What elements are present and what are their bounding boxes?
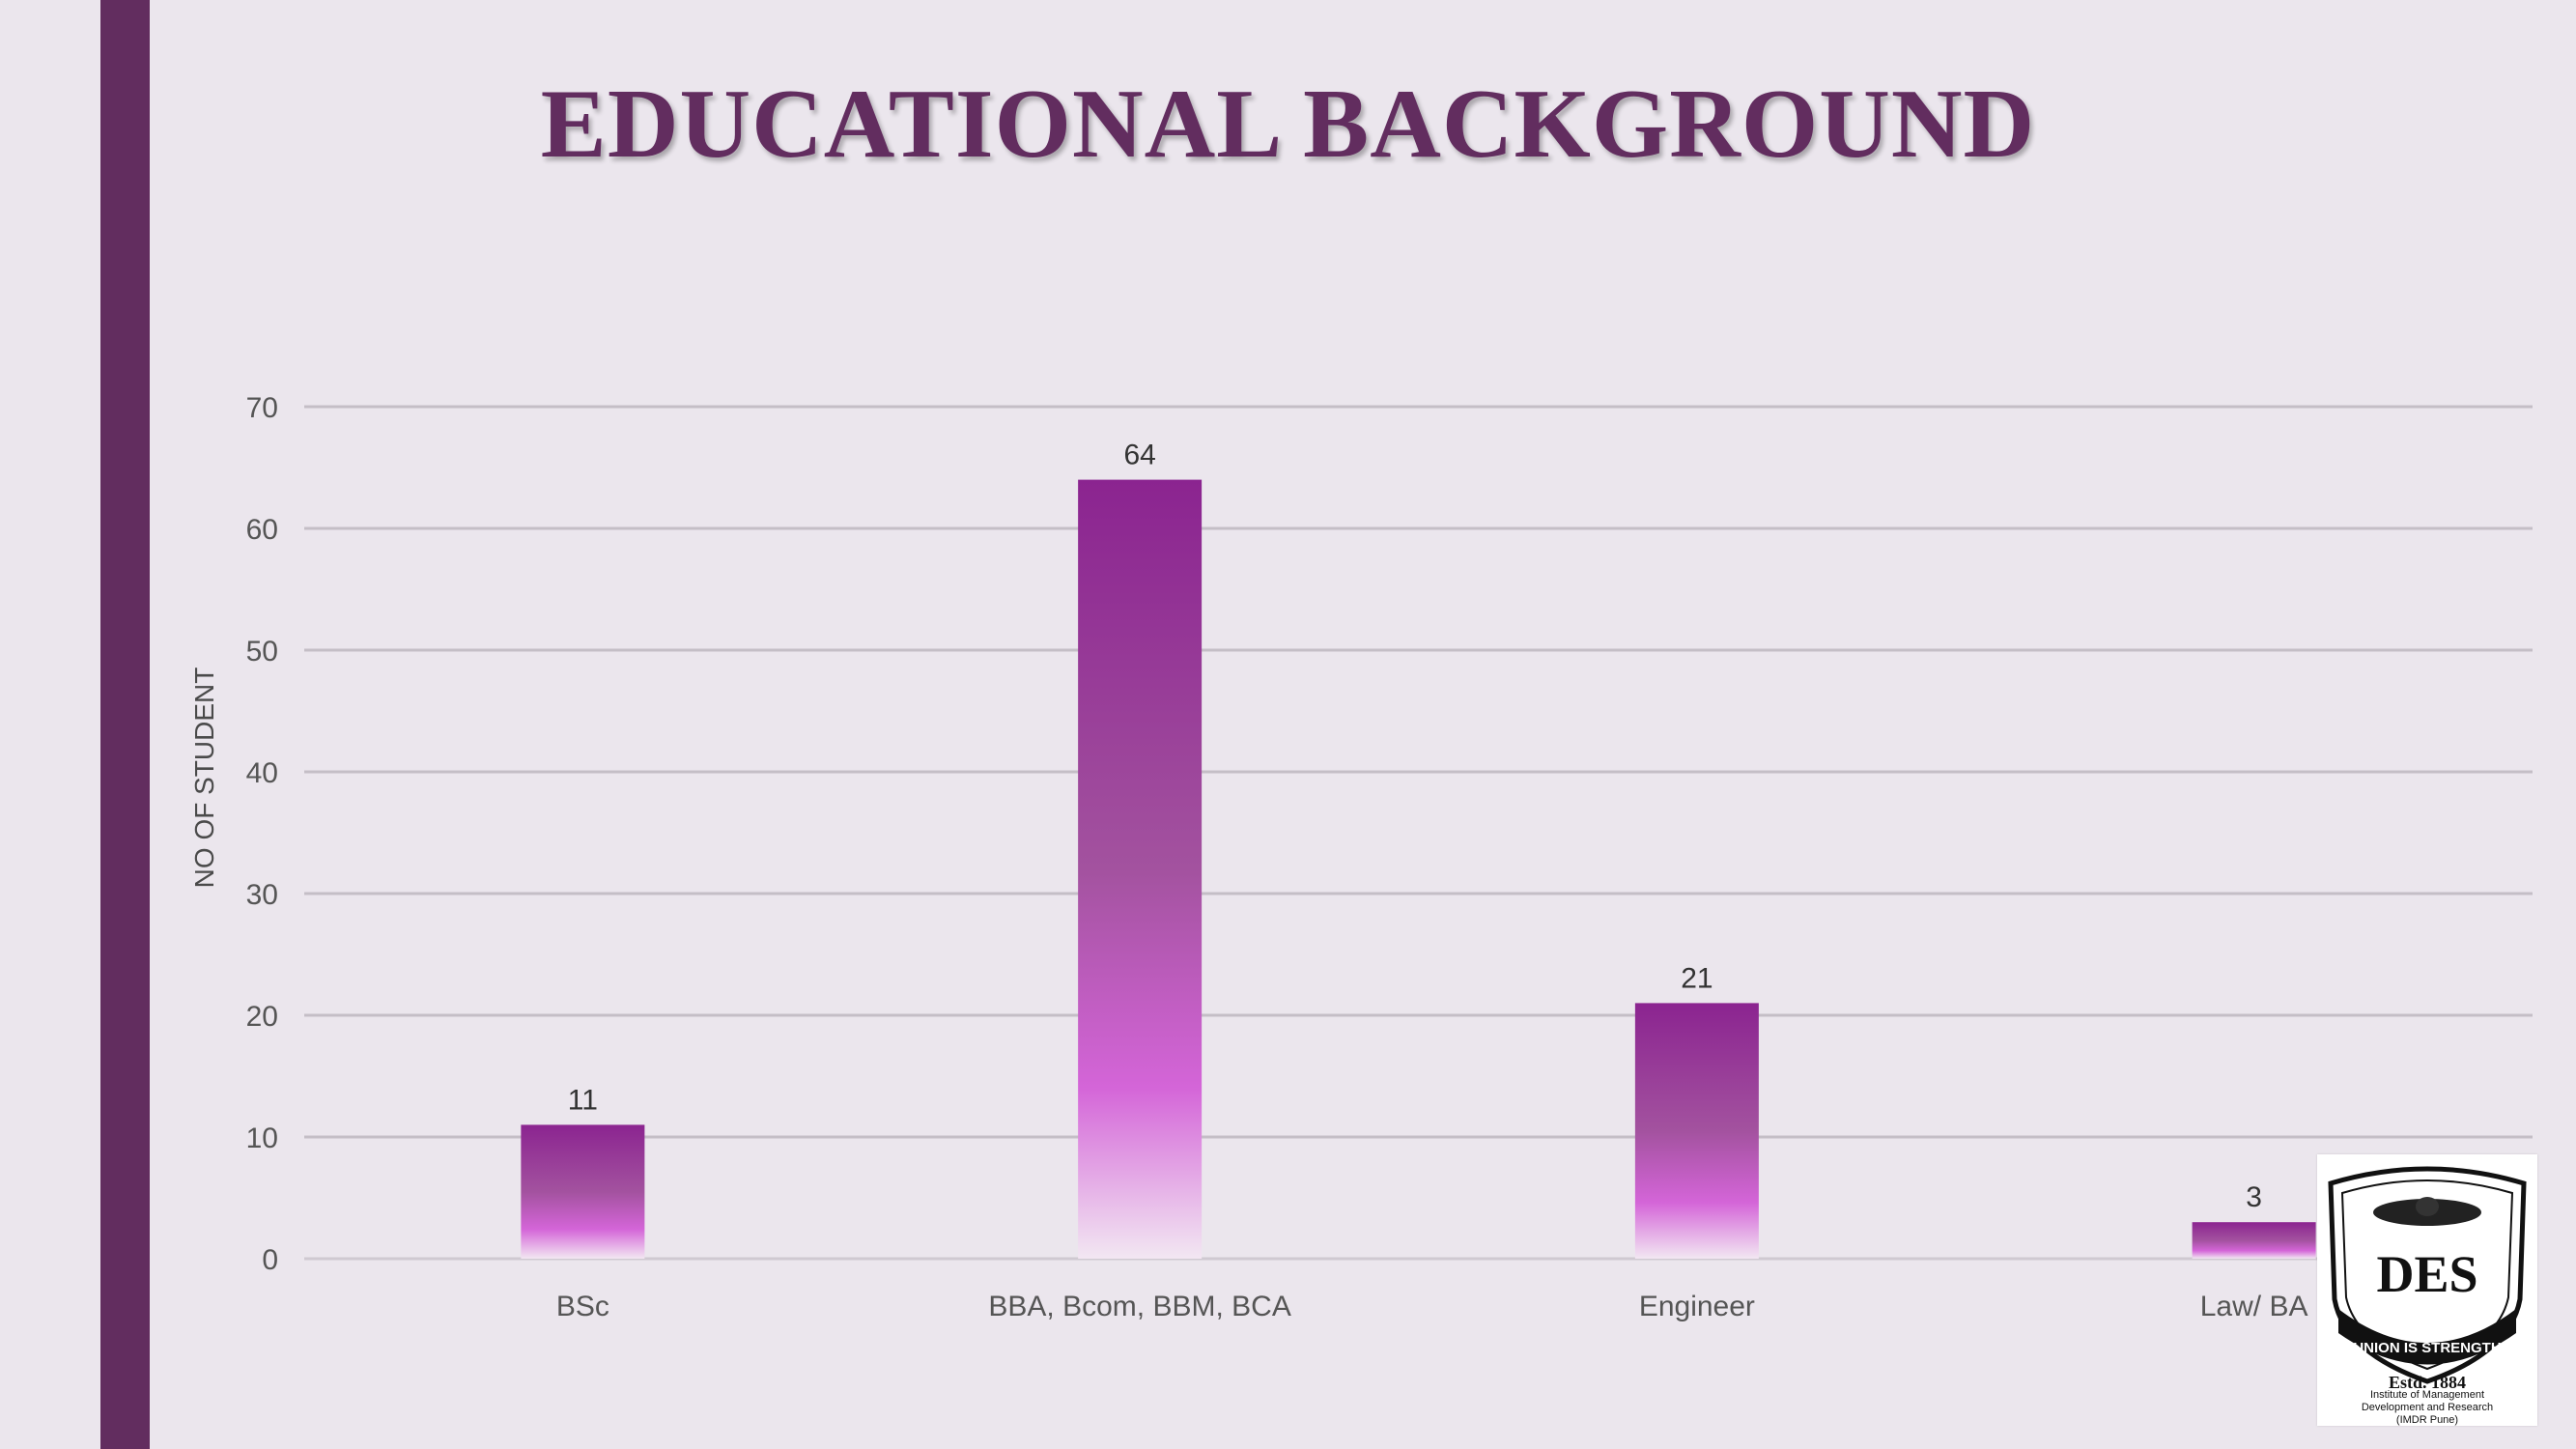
x-tick-label: BBA, Bcom, BBM, BCA [988, 1291, 1290, 1322]
y-tick-label: 30 [246, 879, 278, 911]
svg-text:(IMDR Pune): (IMDR Pune) [2396, 1414, 2458, 1426]
x-axis-ticks: BSc BBA, Bcom, BBM, BCA Engineer Law/ BA [556, 1291, 2308, 1322]
svg-text:Development and Research: Development and Research [2362, 1402, 2493, 1413]
y-tick-label: 40 [246, 757, 278, 789]
y-axis-ticks: 0 10 20 30 40 50 60 70 [246, 392, 278, 1276]
y-tick-label: 0 [262, 1244, 278, 1276]
y-tick-label: 50 [246, 636, 278, 668]
bar [1078, 479, 1203, 1260]
svg-text:Estd. 1884: Estd. 1884 [2389, 1373, 2466, 1392]
y-axis-label: NO OF STUDENT [189, 668, 219, 889]
data-label: 11 [568, 1084, 598, 1116]
bar [1634, 1003, 1759, 1259]
svg-text:DES: DES [2376, 1245, 2477, 1303]
y-tick-label: 60 [246, 514, 278, 546]
x-tick-label: BSc [556, 1291, 609, 1322]
accent-side-stripe [100, 0, 150, 1449]
y-tick-label: 20 [246, 1001, 278, 1033]
bar [521, 1124, 645, 1259]
bar [2192, 1222, 2316, 1259]
data-labels: 11 64 21 3 [568, 440, 2262, 1214]
institute-logo: DES UNION IS STRENGTH Estd. 1884 Institu… [2317, 1154, 2537, 1426]
x-tick-label: Engineer [1639, 1291, 1755, 1322]
data-label: 64 [1123, 440, 1155, 471]
y-tick-label: 10 [246, 1122, 278, 1154]
data-label: 3 [2246, 1181, 2262, 1213]
data-label: 21 [1681, 962, 1713, 994]
gridlines [304, 405, 2533, 1261]
bars [521, 479, 2316, 1260]
x-tick-label: Law/ BA [2200, 1291, 2308, 1322]
slide-title: EDUCATIONAL BACKGROUND [540, 70, 2036, 179]
svg-text:Institute of Management: Institute of Management [2370, 1389, 2484, 1401]
y-tick-label: 70 [246, 392, 278, 424]
svg-text:UNION IS STRENGTH: UNION IS STRENGTH [2353, 1340, 2501, 1356]
